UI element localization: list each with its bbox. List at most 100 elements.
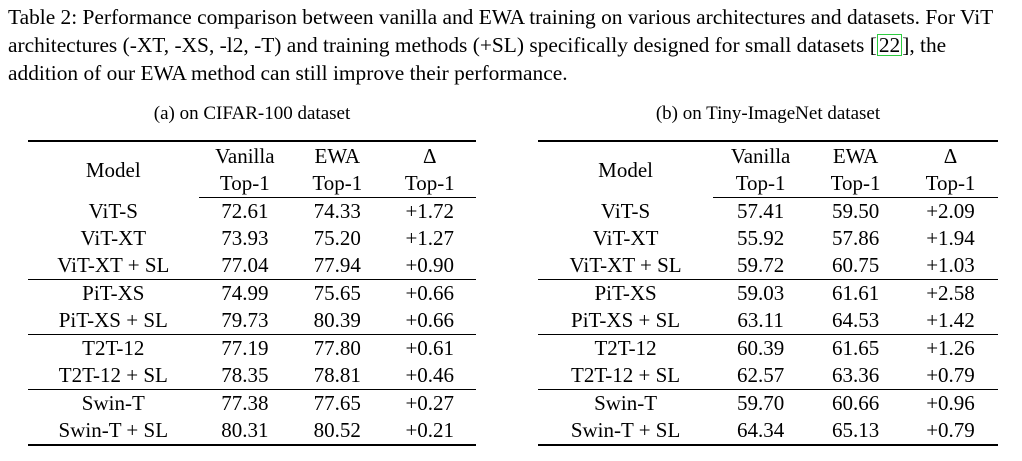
header-delta-metric: Top-1 — [903, 170, 998, 198]
cell-delta: +1.94 — [926, 226, 975, 250]
cell-ewa: 60.75 — [808, 252, 904, 280]
cifar100-results-table: Model Vanilla EWA Δ Top-1 Top-1 Top-1 Vi… — [28, 140, 476, 446]
cell-model: ViT-S — [88, 198, 138, 223]
table-row: ViT-S 57.41 59.50 +2.09 — [538, 198, 998, 226]
cell-ewa: 75.65 — [313, 281, 361, 305]
cell-model: T2T-12 — [82, 336, 145, 360]
header-delta-metric: Top-1 — [383, 170, 476, 198]
cell-vanilla: 74.99 — [221, 281, 269, 305]
table-row: PiT-XS + SL 63.11 64.53 +1.42 — [538, 307, 998, 335]
subtable-a-title: (a) on CIFAR-100 dataset — [153, 103, 351, 124]
cell-ewa: 65.13 — [808, 417, 904, 446]
header-ewa: EWA — [808, 140, 904, 170]
cell-model: T2T-12 — [594, 336, 657, 360]
cell-model: ViT-XT — [80, 226, 147, 250]
cell-vanilla: 73.93 — [221, 226, 269, 250]
cell-model: PiT-XS — [594, 281, 657, 305]
cell-delta: +0.96 — [926, 391, 975, 415]
cell-delta: +1.72 — [405, 199, 455, 223]
citation-link[interactable]: 22 — [876, 33, 903, 57]
cell-model: PiT-XS — [82, 281, 145, 305]
cell-ewa: 61.65 — [831, 336, 880, 360]
table-row: ViT-XT 73.93 75.20 +1.27 — [28, 225, 476, 252]
cell-delta: +2.09 — [926, 199, 975, 223]
cell-vanilla: 55.92 — [737, 226, 785, 250]
tiny-imagenet-results-table: Model Vanilla EWA Δ Top-1 Top-1 Top-1 Vi… — [538, 140, 998, 446]
cell-model: PiT-XS + SL — [28, 307, 199, 335]
cell-ewa: 75.20 — [313, 226, 361, 250]
subtable-b-title: (b) on Tiny-ImageNet dataset — [655, 103, 881, 124]
cell-vanilla: 77.19 — [221, 336, 269, 360]
header-delta: Δ — [903, 140, 998, 170]
cell-vanilla: 77.04 — [198, 252, 292, 280]
cell-delta: +0.66 — [383, 307, 476, 335]
cell-ewa: 57.86 — [831, 226, 880, 250]
cell-model: Swin-T — [81, 391, 145, 415]
cell-model: Swin-T + SL — [28, 417, 199, 446]
cell-delta: +0.79 — [903, 362, 998, 390]
table-row: ViT-XT + SL 59.72 60.75 +1.03 — [538, 252, 998, 280]
cell-vanilla: 80.31 — [198, 417, 292, 446]
header-vanilla-metric: Top-1 — [198, 170, 292, 198]
header-ewa-metric: Top-1 — [808, 170, 904, 198]
header-vanilla: Vanilla — [713, 140, 809, 170]
cell-model: Swin-T + SL — [538, 417, 714, 446]
cell-vanilla: 60.39 — [737, 336, 785, 360]
cell-delta: +1.27 — [405, 226, 455, 250]
header-model: Model — [28, 140, 199, 198]
cell-delta: +2.58 — [926, 281, 975, 305]
cell-ewa: 77.65 — [313, 391, 361, 415]
cell-vanilla: 64.34 — [713, 417, 809, 446]
table-row: ViT-XT 55.92 57.86 +1.94 — [538, 225, 998, 252]
cell-vanilla: 59.03 — [737, 281, 785, 305]
cell-vanilla: 78.35 — [198, 362, 292, 390]
table-row: PiT-XS + SL 79.73 80.39 +0.66 — [28, 307, 476, 335]
header-vanilla: Vanilla — [198, 140, 292, 170]
cell-delta: +1.03 — [903, 252, 998, 280]
cell-ewa: 77.94 — [291, 252, 384, 280]
cell-model: ViT-S — [600, 198, 651, 223]
cell-delta: +0.61 — [405, 336, 455, 360]
cell-delta: +0.79 — [903, 417, 998, 446]
cell-delta: +1.26 — [926, 336, 975, 360]
cell-ewa: 80.52 — [291, 417, 384, 446]
table-row: ViT-XT + SL 77.04 77.94 +0.90 — [28, 252, 476, 280]
table-row: T2T-12 + SL 62.57 63.36 +0.79 — [538, 362, 998, 390]
header-ewa: EWA — [291, 140, 384, 170]
table-row: T2T-12 60.39 61.65 +1.26 — [538, 335, 998, 363]
table-row: PiT-XS 74.99 75.65 +0.66 — [28, 280, 476, 308]
cell-delta: +0.66 — [405, 281, 455, 305]
table-row: Swin-T + SL 80.31 80.52 +0.21 — [28, 417, 476, 446]
caption-text-after: , the addition of our EWA method can sti… — [8, 33, 947, 85]
table-row: Swin-T 77.38 77.65 +0.27 — [28, 390, 476, 418]
table-row: ViT-S 72.61 74.33 +1.72 — [28, 198, 476, 226]
caption-text-before: Table 2: Performance comparison between … — [8, 5, 993, 57]
table-caption: Table 2: Performance comparison between … — [8, 5, 993, 85]
cell-delta: +0.27 — [405, 391, 455, 415]
header-vanilla-metric: Top-1 — [713, 170, 809, 198]
cell-ewa: 74.33 — [313, 199, 361, 223]
table-row: T2T-12 77.19 77.80 +0.61 — [28, 335, 476, 363]
cell-vanilla: 63.11 — [713, 307, 809, 335]
cell-delta: +0.46 — [383, 362, 476, 390]
cell-delta: +1.42 — [903, 307, 998, 335]
cell-model: ViT-XT — [592, 226, 659, 250]
header-model: Model — [538, 140, 714, 198]
cell-vanilla: 77.38 — [221, 391, 269, 415]
cell-ewa: 80.39 — [291, 307, 384, 335]
cell-model: ViT-XT + SL — [538, 252, 714, 280]
cell-model: T2T-12 + SL — [28, 362, 199, 390]
cell-ewa: 78.81 — [291, 362, 384, 390]
cell-vanilla: 57.41 — [737, 199, 785, 223]
table-row: Swin-T + SL 64.34 65.13 +0.79 — [538, 417, 998, 446]
cell-ewa: 59.50 — [831, 199, 880, 223]
cell-ewa: 64.53 — [808, 307, 904, 335]
cell-model: PiT-XS + SL — [538, 307, 714, 335]
table-row: T2T-12 + SL 78.35 78.81 +0.46 — [28, 362, 476, 390]
cell-vanilla: 59.72 — [713, 252, 809, 280]
cell-ewa: 61.61 — [831, 281, 880, 305]
cell-model: Swin-T — [594, 391, 658, 415]
header-delta: Δ — [383, 140, 476, 170]
cell-vanilla: 62.57 — [713, 362, 809, 390]
cell-ewa: 60.66 — [831, 391, 880, 415]
